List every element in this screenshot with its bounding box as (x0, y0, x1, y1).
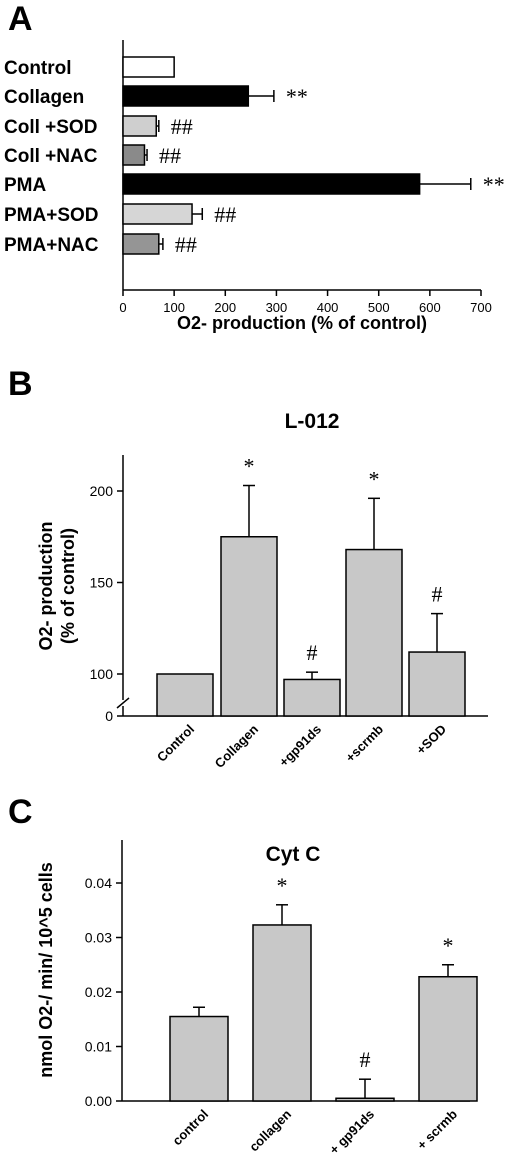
a-x-axis-label: O2- production (% of control) (177, 313, 427, 333)
c-bar (335, 1097, 395, 1102)
c-significance-mark: # (360, 1047, 371, 1072)
b-category-label: Collagen (212, 721, 261, 770)
b-bar (345, 548, 403, 717)
a-significance-mark: ** (286, 84, 308, 109)
b-y-axis-label: O2- production (% of control) (36, 522, 78, 651)
a-significance-mark: ## (214, 202, 236, 227)
b-category-label: +gp91ds (276, 722, 324, 770)
a-significance-mark: ** (483, 172, 505, 197)
c-title: Cyt C (266, 843, 321, 866)
a-x-tick-label: 700 (470, 300, 492, 315)
b-title: L-012 (285, 410, 340, 433)
a-bar (122, 144, 146, 166)
a-category-label: PMA+SOD (4, 205, 99, 226)
b-bar (156, 673, 214, 717)
a-category-label: PMA (4, 175, 47, 196)
panel-label-a: A (8, 0, 33, 38)
a-significance-mark: ## (175, 232, 197, 257)
b-y-tick-label: 0 (105, 708, 113, 724)
a-significance-mark: ## (171, 114, 193, 139)
c-category-label: collagen (246, 1106, 294, 1154)
c-category-label: + gp91ds (326, 1107, 377, 1158)
a-x-tick-label: 500 (368, 300, 390, 315)
b-bar (408, 651, 466, 717)
c-significance-mark: * (443, 933, 454, 958)
c-category-label: + scrmb (414, 1106, 460, 1152)
a-bar (122, 85, 250, 107)
b-category-label: Control (154, 722, 197, 765)
a-bar (122, 203, 193, 225)
c-y-tick-label: 0.02 (85, 984, 112, 1000)
c-bar (169, 1015, 229, 1102)
a-category-label: Coll +NAC (4, 146, 98, 167)
a-category-label: Coll +SOD (4, 117, 97, 138)
a-bar (122, 173, 421, 195)
b-category-label: +scrmb (343, 721, 387, 765)
panel-label-c: C (8, 793, 33, 831)
c-y-tick-label: 0.03 (85, 930, 112, 946)
c-bar (252, 924, 312, 1102)
c-bar (418, 975, 478, 1102)
b-significance-mark: # (307, 640, 318, 665)
a-x-tick-label: 200 (214, 300, 236, 315)
a-x-tick-label: 0 (119, 300, 126, 315)
b-y-tick-label: 100 (90, 666, 114, 682)
c-significance-mark: * (277, 873, 288, 898)
c-category-label: control (169, 1107, 211, 1149)
a-x-tick-label: 100 (163, 300, 185, 315)
a-x-tick-label: 600 (419, 300, 441, 315)
a-bar (122, 115, 157, 137)
b-y-axis-label-line1: O2- production (36, 522, 56, 651)
c-y-tick-label: 0.00 (85, 1093, 112, 1109)
panel-label-b: B (8, 365, 33, 403)
a-x-tick-label: 400 (317, 300, 339, 315)
a-category-label: PMA+NAC (4, 235, 99, 256)
b-axis-break (116, 697, 130, 709)
a-bar (122, 233, 160, 255)
a-x-tick-label: 300 (266, 300, 288, 315)
b-bar (283, 678, 341, 717)
b-y-tick-label: 200 (90, 483, 114, 499)
a-category-label: Control (4, 58, 72, 79)
b-bar (220, 536, 278, 717)
b-significance-mark: # (432, 582, 443, 607)
c-y-tick-label: 0.01 (85, 1039, 112, 1055)
c-y-tick-label: 0.04 (85, 875, 112, 891)
b-significance-mark: * (369, 466, 380, 491)
a-category-label: Collagen (4, 87, 84, 108)
a-bar (122, 56, 175, 78)
b-category-label: +SOD (413, 722, 449, 758)
c-y-axis-label: nmol O2-/ min/ 10^5 cells (36, 862, 56, 1078)
b-y-axis-label-line2: (% of control) (58, 528, 78, 644)
b-y-tick-label: 150 (90, 575, 114, 591)
b-significance-mark: * (244, 454, 255, 479)
a-significance-mark: ## (159, 143, 181, 168)
